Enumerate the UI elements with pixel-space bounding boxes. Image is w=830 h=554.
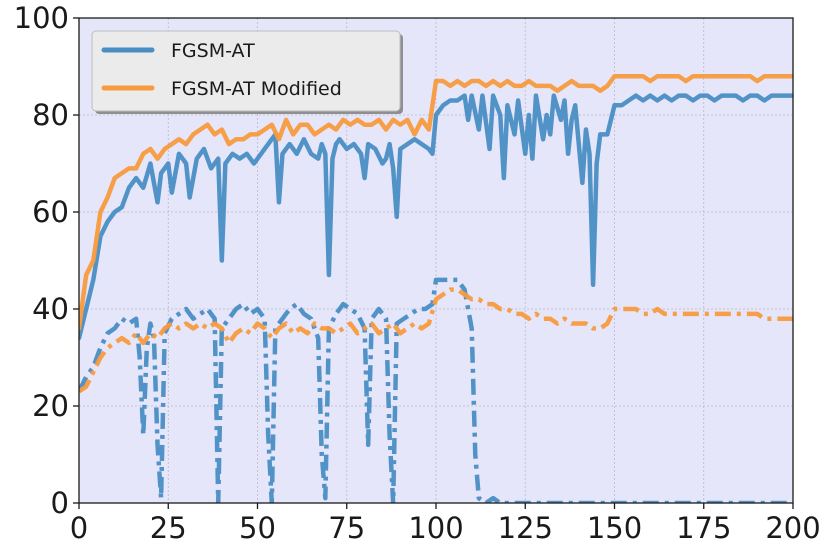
series-line-2-dashdot bbox=[79, 277, 793, 503]
y-tick-label: 100 bbox=[14, 1, 69, 35]
series-line-1-solid bbox=[79, 73, 793, 331]
x-axis: 0 25 50 75 100 125 150 175 200 bbox=[70, 503, 821, 545]
legend-label-fgsm-at: FGSM-AT bbox=[171, 40, 255, 62]
legend-box bbox=[91, 30, 401, 112]
x-tick-label: 150 bbox=[587, 511, 642, 545]
x-tick-label: 0 bbox=[70, 511, 88, 545]
series-line-3-dashdot bbox=[79, 287, 793, 394]
legend: FGSM-AT FGSM-AT Modified bbox=[91, 30, 403, 114]
y-tick-label: 40 bbox=[32, 292, 69, 326]
x-tick-label: 175 bbox=[676, 511, 731, 545]
x-tick-label: 75 bbox=[328, 511, 365, 545]
legend-label-fgsm-at-modified: FGSM-AT Modified bbox=[171, 78, 342, 100]
series-line-0-solid bbox=[79, 93, 793, 341]
y-tick-label: 20 bbox=[32, 389, 69, 423]
x-tick-label: 50 bbox=[239, 511, 276, 545]
y-tick-label: 80 bbox=[32, 98, 69, 132]
y-tick-label: 60 bbox=[32, 195, 69, 229]
y-axis: 0 20 40 60 80 100 bbox=[14, 1, 79, 520]
series-layer bbox=[79, 73, 793, 503]
x-tick-label: 125 bbox=[498, 511, 553, 545]
x-tick-label: 25 bbox=[150, 511, 187, 545]
y-tick-label: 0 bbox=[51, 486, 69, 520]
x-tick-label: 200 bbox=[765, 511, 820, 545]
x-tick-label: 100 bbox=[408, 511, 463, 545]
